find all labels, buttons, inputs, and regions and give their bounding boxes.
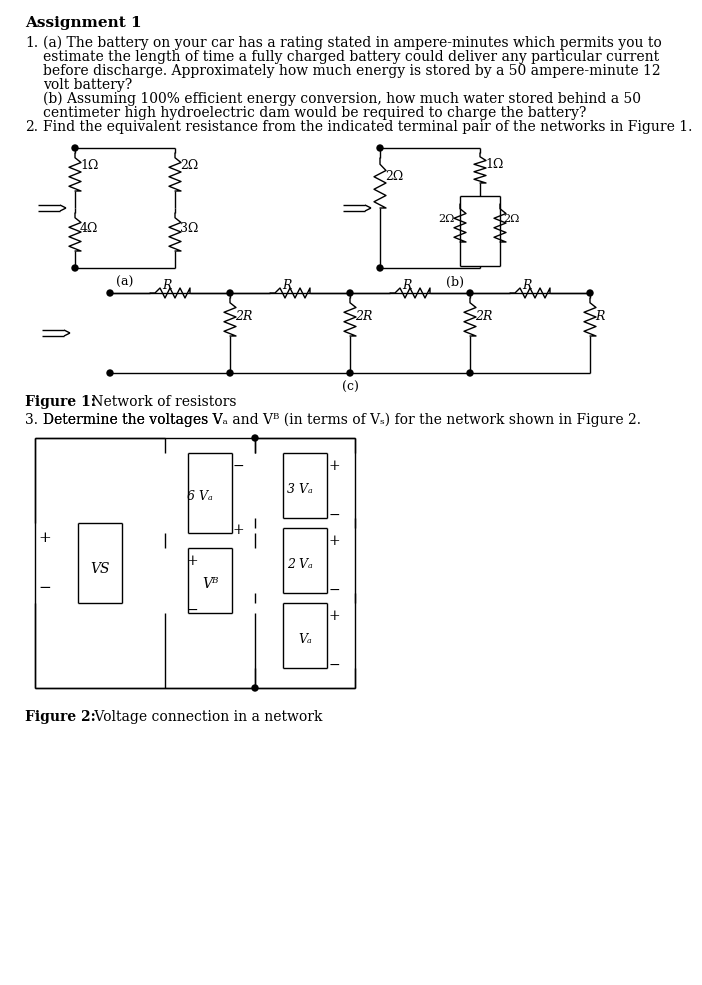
- Text: VS: VS: [91, 562, 110, 576]
- Text: Voltage connection in a network: Voltage connection in a network: [90, 710, 322, 724]
- Text: (c): (c): [342, 381, 359, 394]
- Circle shape: [227, 370, 233, 376]
- Text: 3Ω: 3Ω: [180, 222, 199, 235]
- Text: Vₐ: Vₐ: [298, 633, 312, 646]
- Text: −: −: [233, 459, 244, 473]
- Text: 2.: 2.: [25, 120, 38, 134]
- Text: 2Ω: 2Ω: [385, 170, 403, 183]
- Circle shape: [377, 265, 383, 271]
- Circle shape: [347, 290, 353, 296]
- Text: +: +: [329, 534, 340, 548]
- Circle shape: [107, 370, 113, 376]
- Text: volt battery?: volt battery?: [43, 78, 132, 92]
- Text: 2 Vₐ: 2 Vₐ: [287, 558, 313, 571]
- Text: −: −: [38, 581, 51, 595]
- Circle shape: [252, 685, 258, 691]
- Text: −: −: [329, 658, 340, 672]
- Text: Find the equivalent resistance from the indicated terminal pair of the networks : Find the equivalent resistance from the …: [43, 120, 692, 134]
- Text: (a): (a): [117, 276, 133, 289]
- Text: −: −: [187, 603, 199, 617]
- Circle shape: [467, 290, 473, 296]
- Text: (a) The battery on your car has a rating stated in ampere-minutes which permits : (a) The battery on your car has a rating…: [43, 36, 662, 50]
- Text: 2R: 2R: [235, 310, 253, 323]
- Text: 1.: 1.: [25, 36, 38, 50]
- Text: +: +: [187, 554, 199, 568]
- Text: +: +: [329, 459, 340, 473]
- Text: (b): (b): [446, 276, 464, 289]
- Circle shape: [587, 290, 593, 296]
- Text: 2R: 2R: [475, 310, 492, 323]
- Text: +: +: [38, 531, 51, 545]
- Text: 1Ω: 1Ω: [80, 159, 98, 172]
- Circle shape: [72, 145, 78, 151]
- Circle shape: [377, 145, 383, 151]
- Text: Figure 2:: Figure 2:: [25, 710, 95, 724]
- Text: Vᴮ: Vᴮ: [201, 577, 218, 592]
- Text: 4Ω: 4Ω: [80, 222, 98, 235]
- Text: (b) Assuming 100% efficient energy conversion, how much water stored behind a 50: (b) Assuming 100% efficient energy conve…: [43, 92, 641, 106]
- Text: R: R: [402, 279, 411, 292]
- Text: estimate the length of time a fully charged battery could deliver any particular: estimate the length of time a fully char…: [43, 50, 659, 64]
- Text: R: R: [162, 279, 171, 292]
- Circle shape: [72, 265, 78, 271]
- Text: R: R: [282, 279, 291, 292]
- Circle shape: [227, 290, 233, 296]
- Circle shape: [252, 435, 258, 441]
- Text: 1Ω: 1Ω: [485, 158, 503, 171]
- Text: Network of resistors: Network of resistors: [87, 395, 237, 409]
- Text: centimeter high hydroelectric dam would be required to charge the battery?: centimeter high hydroelectric dam would …: [43, 106, 586, 120]
- Text: 2Ω: 2Ω: [503, 214, 519, 224]
- Text: 3.: 3.: [25, 413, 38, 427]
- Text: R: R: [522, 279, 531, 292]
- Text: 6 Vₐ: 6 Vₐ: [187, 491, 213, 503]
- Text: before discharge. Approximately how much energy is stored by a 50 ampere-minute : before discharge. Approximately how much…: [43, 64, 661, 78]
- Text: Determine the voltages Vₐ and Vᴮ (in terms of Vₛ) for the network shown in Figur: Determine the voltages Vₐ and Vᴮ (in ter…: [43, 413, 641, 427]
- Text: −: −: [329, 508, 340, 522]
- Text: −: −: [329, 583, 340, 597]
- Text: Determine the voltages V: Determine the voltages V: [43, 413, 223, 427]
- Text: Assignment 1: Assignment 1: [25, 16, 142, 30]
- Circle shape: [347, 370, 353, 376]
- Text: R: R: [595, 310, 604, 323]
- Text: 2R: 2R: [355, 310, 372, 323]
- Text: Figure 1:: Figure 1:: [25, 395, 96, 409]
- Circle shape: [107, 290, 113, 296]
- Text: +: +: [329, 609, 340, 623]
- Text: 3 Vₐ: 3 Vₐ: [287, 483, 313, 496]
- Circle shape: [467, 370, 473, 376]
- Text: +: +: [233, 523, 244, 537]
- Text: 2Ω: 2Ω: [438, 214, 454, 224]
- Text: 2Ω: 2Ω: [180, 159, 198, 172]
